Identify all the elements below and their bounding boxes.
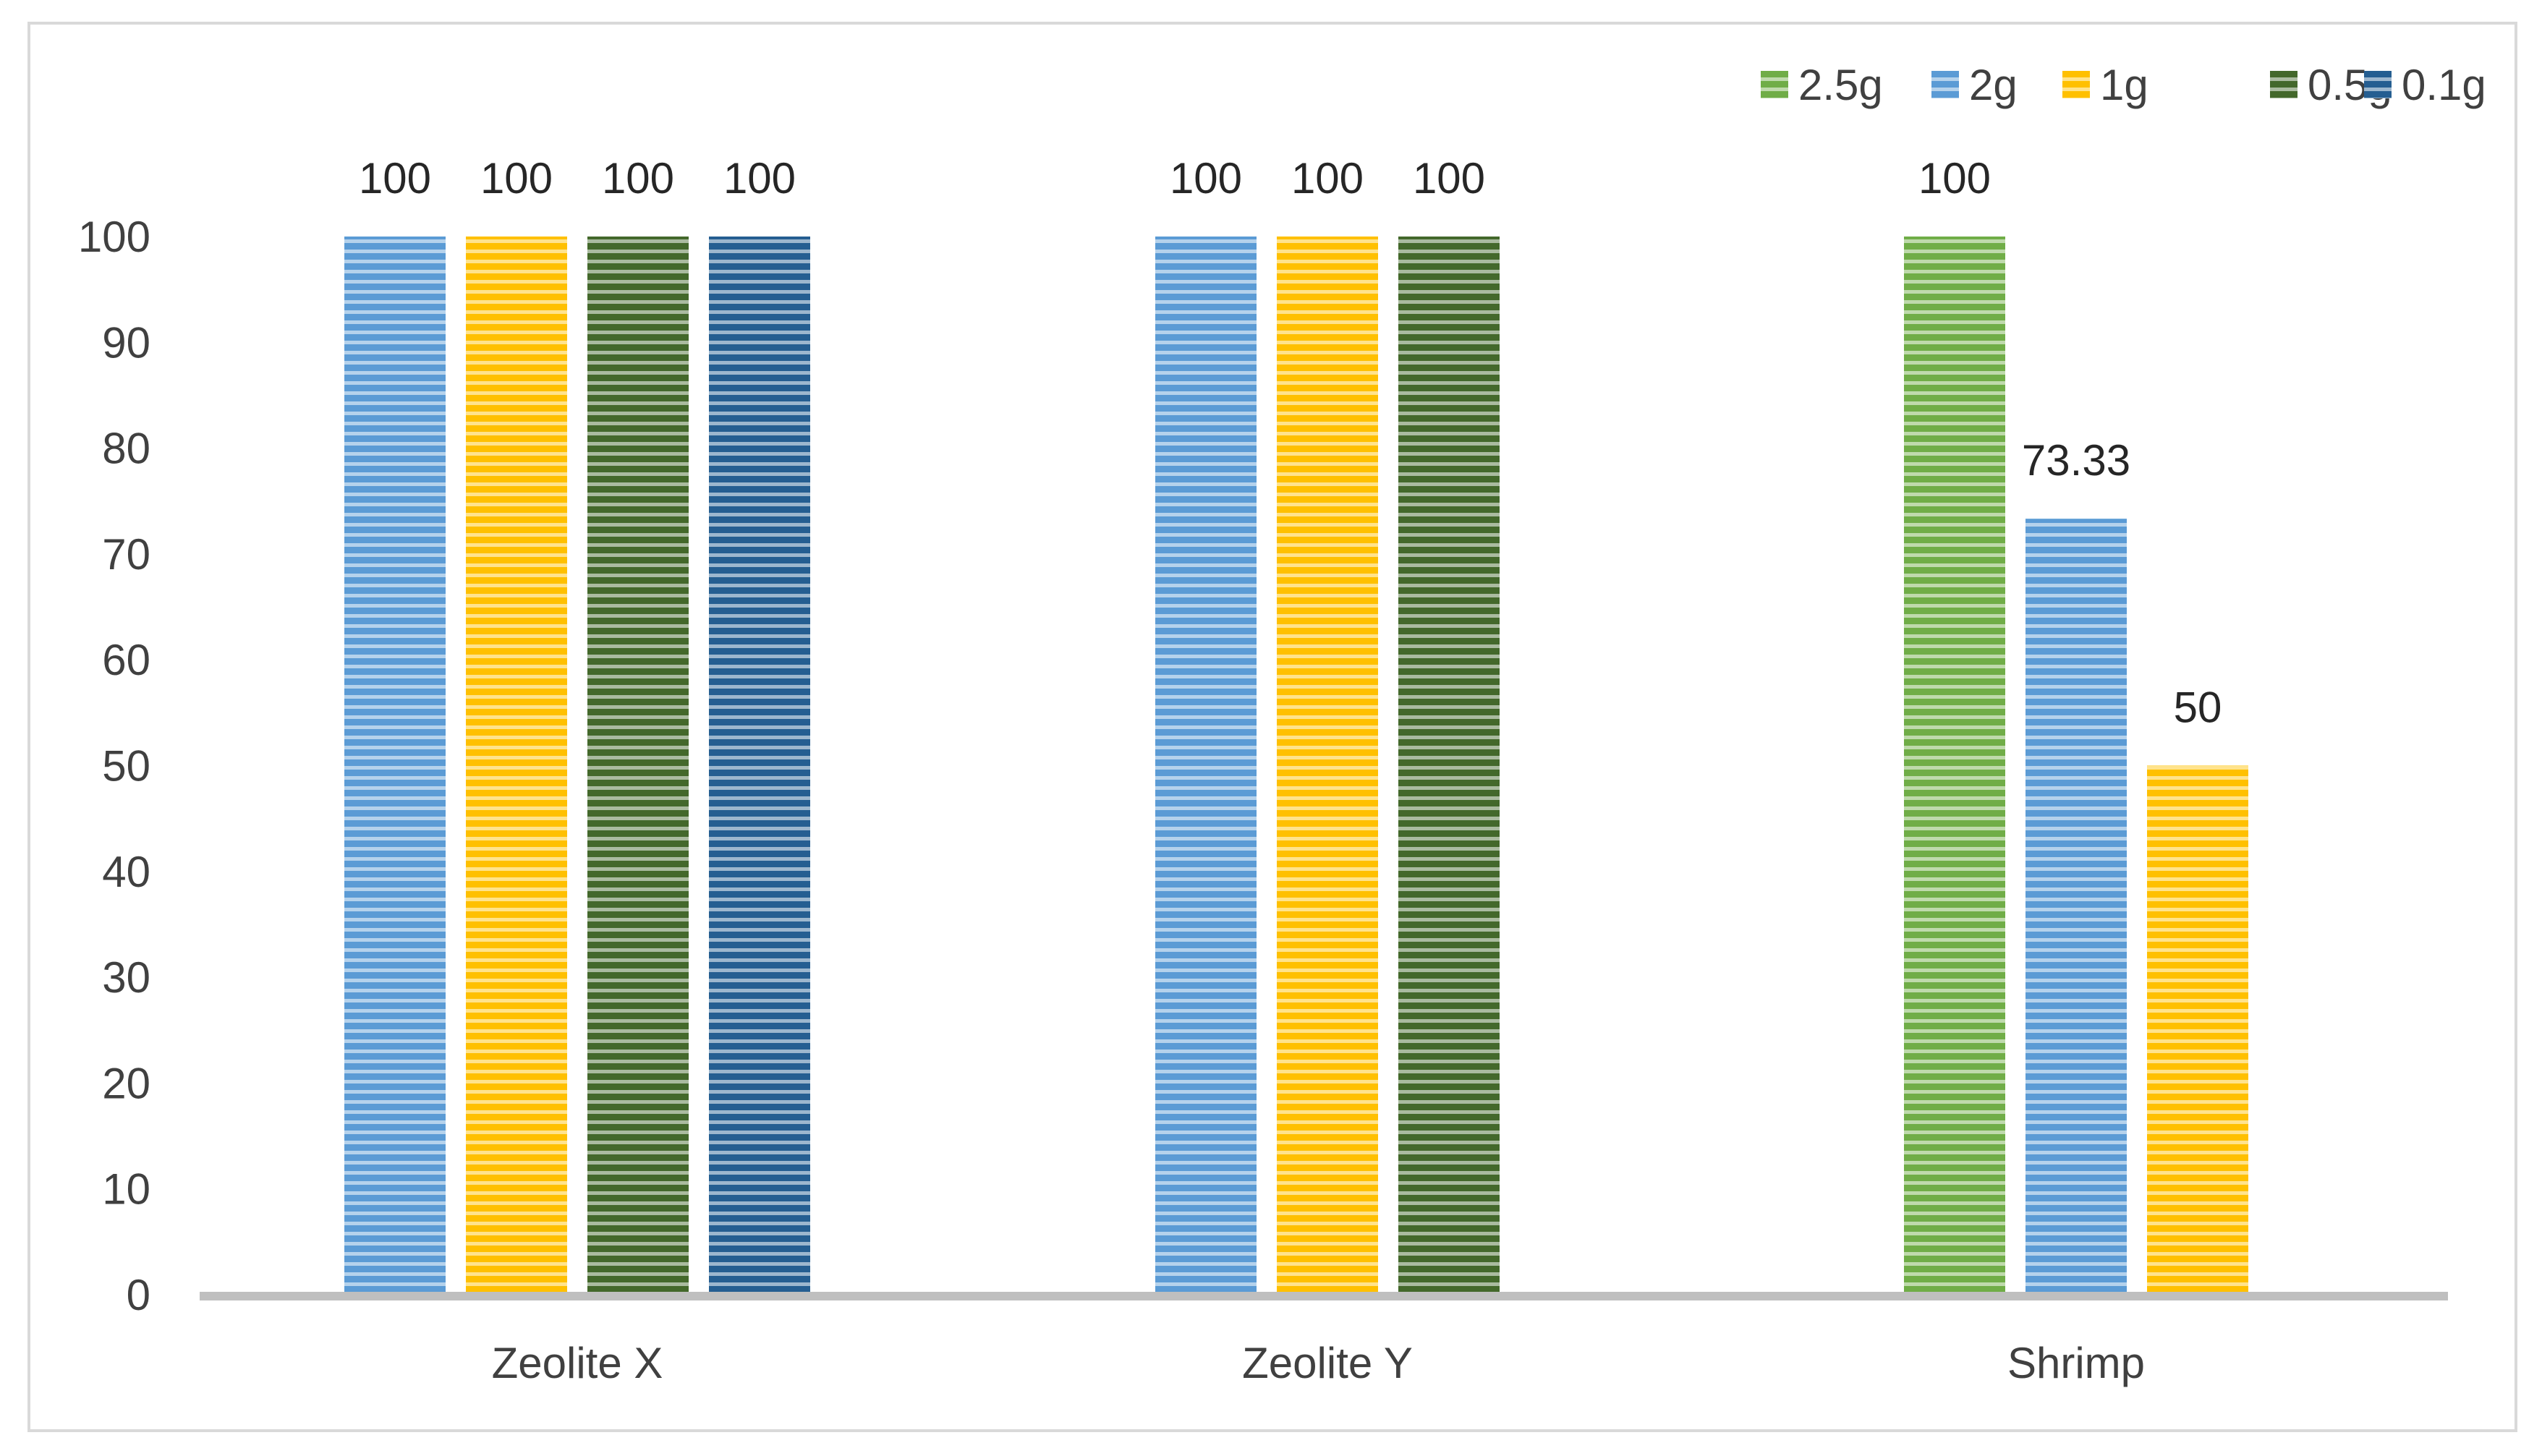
data-labels: 100 100 100 100 100 100 100 100 73.33 50 [359,154,2222,732]
bar [466,237,567,1295]
y-tick-label: 40 [102,848,150,896]
data-label: 100 [480,154,553,203]
bar [1398,237,1500,1295]
y-tick-label: 30 [102,953,150,1002]
legend-swatch [1931,71,1959,98]
data-label: 100 [1413,154,1485,203]
x-category-label: Zeolite Y [1242,1339,1413,1387]
y-tick-label: 60 [102,636,150,684]
x-axis-categories: Zeolite X Zeolite Y Shrimp [492,1339,2145,1387]
y-tick-label: 20 [102,1059,150,1107]
y-tick-label: 80 [102,425,150,473]
data-label: 100 [723,154,796,203]
bar [344,237,446,1295]
data-label: 100 [602,154,674,203]
data-label: 100 [1291,154,1364,203]
x-axis-line [200,1292,2448,1300]
bars [344,237,2248,1295]
legend-label: 2g [1969,61,2018,109]
data-label: 100 [359,154,431,203]
bar [1277,237,1378,1295]
data-label: 50 [2174,684,2222,732]
legend-label: 1g [2100,61,2148,109]
data-label: 100 [1918,154,1991,203]
legend-label: 2.5g [1798,61,1883,109]
bar [2147,765,2248,1295]
y-tick-label: 70 [102,530,150,579]
y-tick-label: 0 [127,1271,150,1319]
y-tick-label: 50 [102,742,150,791]
y-tick-label: 10 [102,1165,150,1214]
x-category-label: Shrimp [2007,1339,2145,1387]
y-tick-label: 90 [102,318,150,367]
data-label: 73.33 [2022,436,2130,485]
bar [1155,237,1257,1295]
bar [587,237,689,1295]
y-axis-ticks: 0 10 20 30 40 50 60 70 80 90 100 [78,213,150,1319]
legend-swatch [2364,71,2392,98]
legend: 2.5g 2g 1g 0.5g 0.1g [1761,61,2486,109]
bar [709,237,810,1295]
y-tick-label: 100 [78,213,150,261]
bar [2025,519,2127,1295]
legend-swatch [2062,71,2090,98]
bar [1904,237,2005,1295]
x-category-label: Zeolite X [492,1339,663,1387]
legend-swatch [2270,71,2297,98]
legend-swatch [1761,71,1788,98]
data-label: 100 [1170,154,1242,203]
legend-label: 0.1g [2402,61,2486,109]
